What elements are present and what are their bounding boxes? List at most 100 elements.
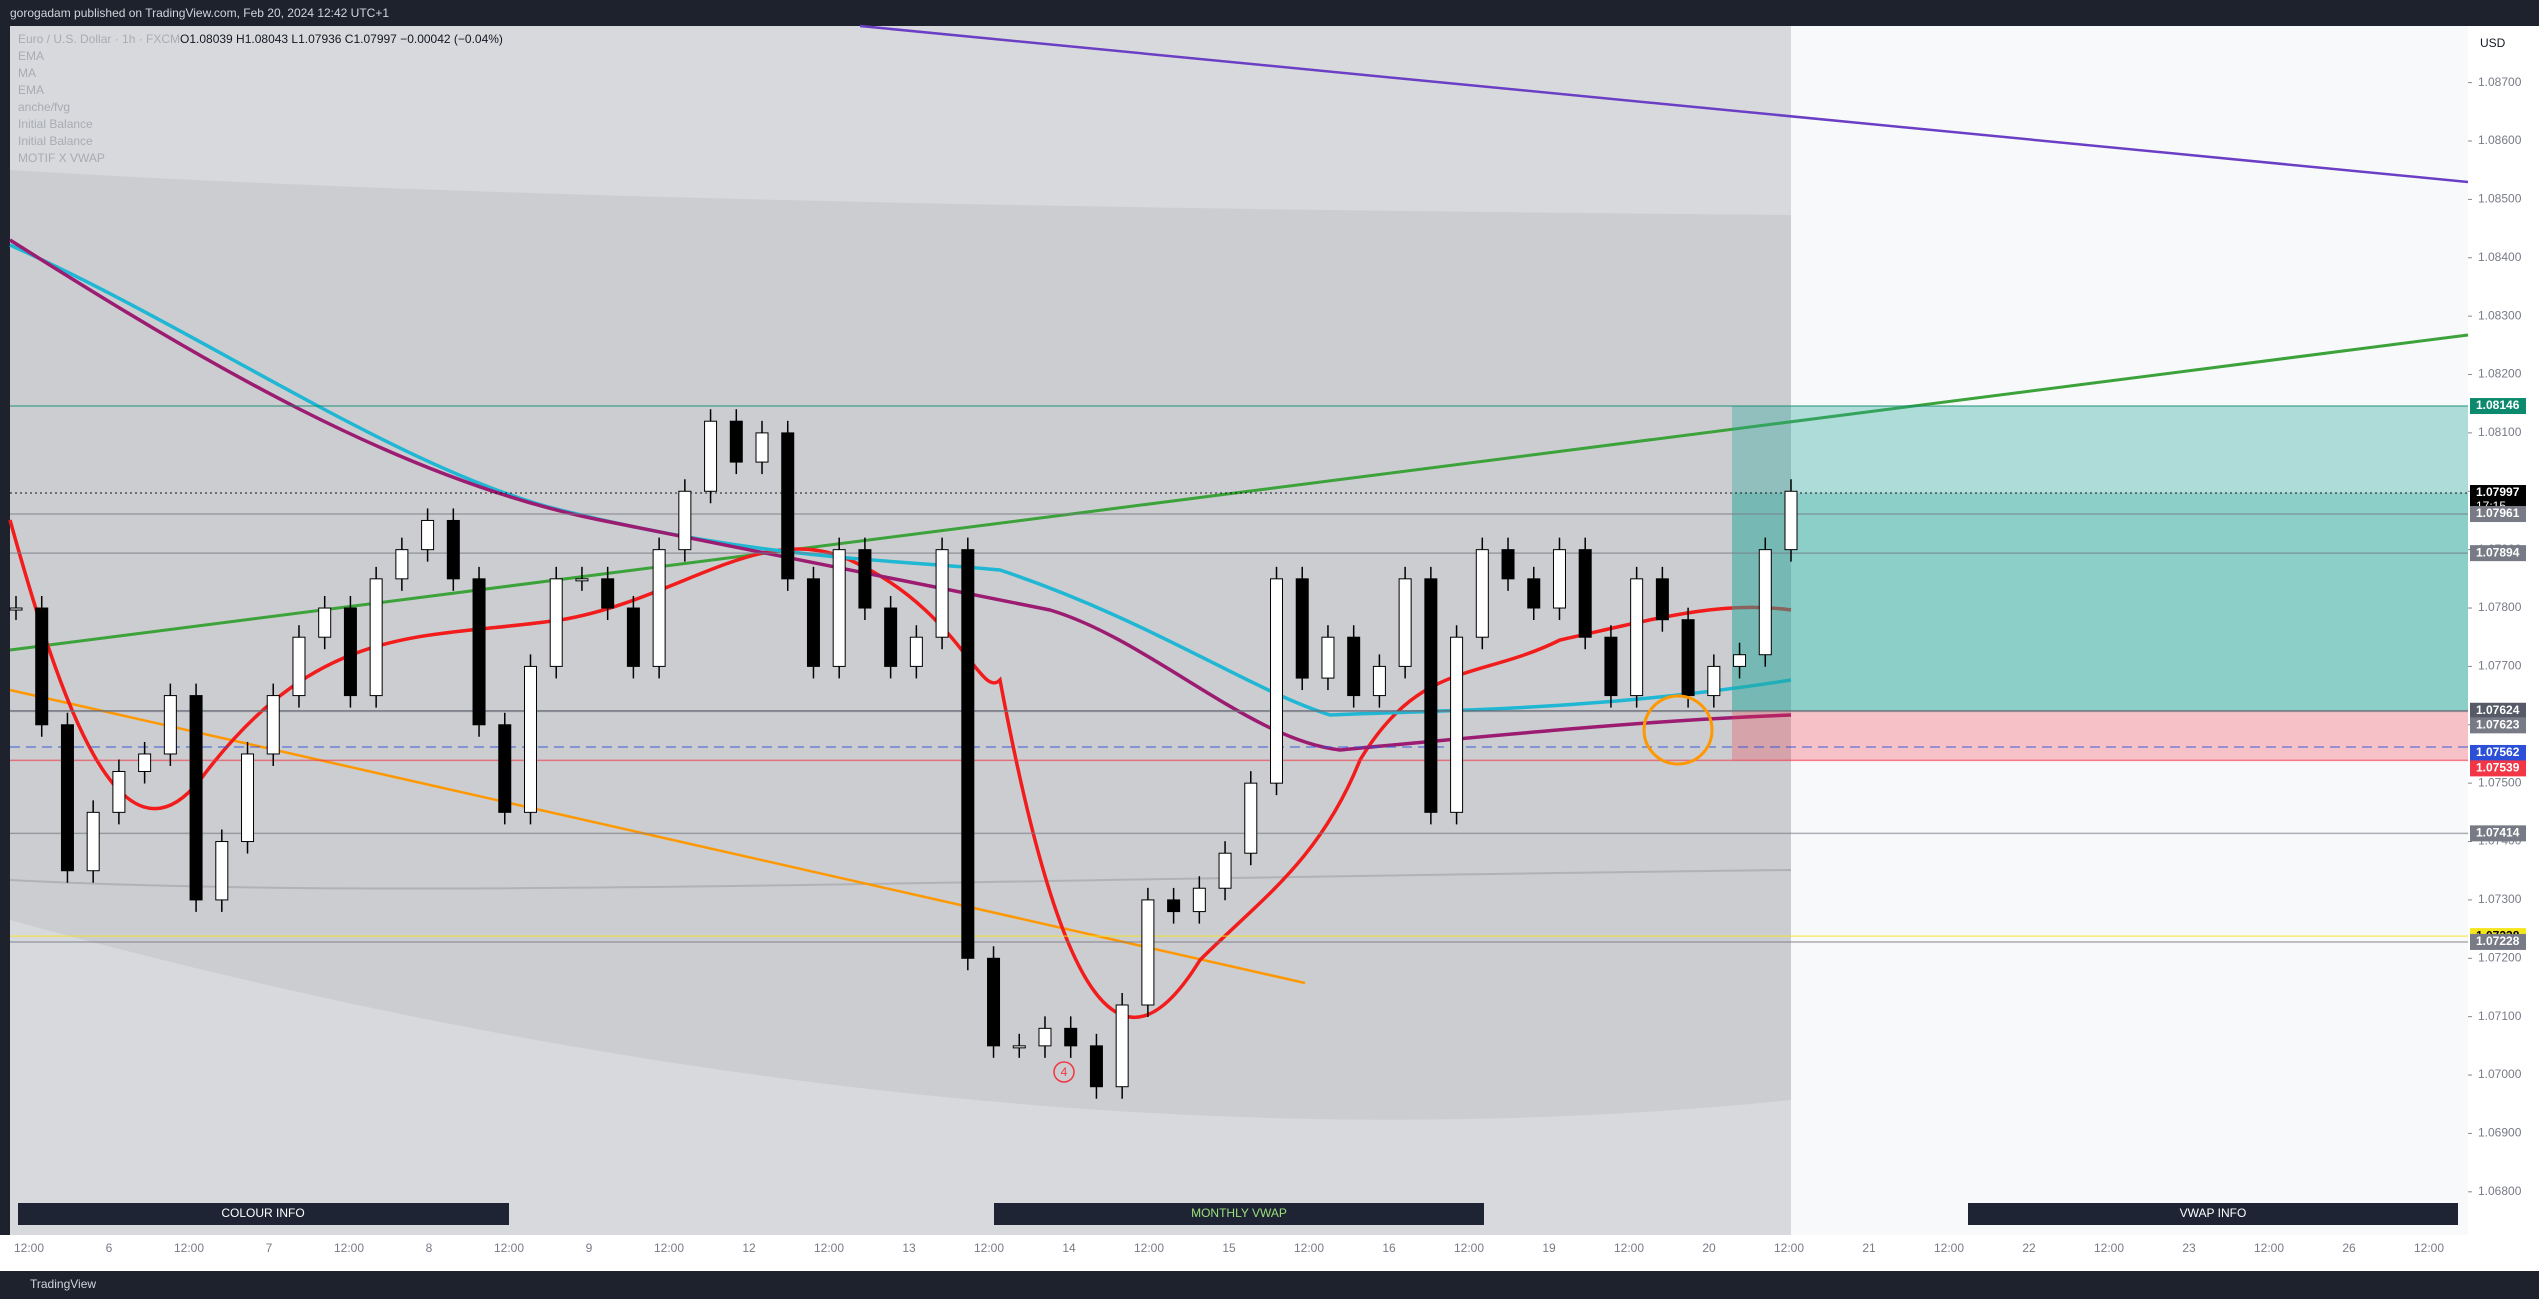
candle <box>1630 578 1644 697</box>
legend-indicator: anche/fvg <box>18 100 70 114</box>
x-tick-label: 14 <box>1062 1241 1076 1255</box>
candle <box>472 578 486 726</box>
x-tick-label: 16 <box>1382 1241 1396 1255</box>
candle <box>678 490 692 551</box>
price-label: 1.07623 <box>2476 718 2520 732</box>
candle <box>343 607 357 697</box>
candle <box>1064 1027 1078 1047</box>
legend-ohlc: O1.08039 H1.08043 L1.07936 C1.07997 −0.0… <box>180 32 503 46</box>
y-tick-label: 1.08700 <box>2478 75 2522 89</box>
candle <box>1141 899 1155 1006</box>
price-label-bg <box>2470 506 2526 523</box>
header-bar <box>0 0 2539 26</box>
trend-line <box>859 24 2469 184</box>
button[interactable]: VWAP INFO <box>2180 1206 2247 1220</box>
candle <box>961 549 975 959</box>
candle <box>138 753 152 772</box>
candle <box>292 636 306 697</box>
price-label-bg <box>2470 702 2526 719</box>
x-tick-label: 8 <box>426 1241 433 1255</box>
candle <box>858 549 872 609</box>
candle <box>241 753 255 843</box>
candle <box>1218 852 1232 889</box>
y-tick-label: 1.07200 <box>2478 950 2522 964</box>
x-tick-label: 12:00 <box>334 1241 364 1255</box>
x-tick-label: 12:00 <box>2094 1241 2124 1255</box>
x-tick-label: 12:00 <box>1614 1241 1644 1255</box>
candle <box>755 432 769 463</box>
candle <box>1192 887 1206 913</box>
candle <box>1038 1027 1052 1047</box>
price-label-bg <box>2470 825 2526 842</box>
candle <box>9 607 23 611</box>
y-tick-label: 1.06800 <box>2478 1184 2522 1198</box>
x-tick-label: 19 <box>1542 1241 1556 1255</box>
candle <box>626 607 640 667</box>
x-tick-label: 12:00 <box>2414 1241 2444 1255</box>
axis-unit: USD <box>2480 36 2506 50</box>
price-label-bg <box>2470 398 2526 415</box>
y-tick-label: 1.08400 <box>2478 250 2522 264</box>
candle <box>1450 636 1464 813</box>
candle <box>1527 578 1541 609</box>
candle <box>421 519 435 551</box>
y-tick-label: 1.08600 <box>2478 133 2522 147</box>
price-label: 1.07961 <box>2476 506 2520 520</box>
legend-indicator: MOTIF X VWAP <box>18 151 105 165</box>
candle <box>1398 578 1412 667</box>
legend-indicator: MA <box>18 66 36 80</box>
y-tick-label: 1.07700 <box>2478 659 2522 673</box>
price-axis <box>2468 26 2539 1235</box>
time-axis <box>0 1235 2539 1271</box>
y-tick-label: 1.07000 <box>2478 1067 2522 1081</box>
price-label-bg <box>2470 717 2526 734</box>
candle <box>781 432 795 580</box>
x-tick-label: 15 <box>1222 1241 1236 1255</box>
candle <box>1475 549 1489 638</box>
price-label-bg <box>2470 744 2526 761</box>
y-tick-label: 1.08300 <box>2478 308 2522 322</box>
price-label: 1.07228 <box>2476 934 2520 948</box>
candle <box>1758 549 1772 656</box>
candle <box>575 578 589 582</box>
legend-symbol: Euro / U.S. Dollar · 1h · FXCM <box>18 32 180 46</box>
vwap-band <box>10 170 1791 1120</box>
footer-brand: TradingView <box>30 1277 96 1291</box>
y-tick-label: 1.06900 <box>2478 1126 2522 1140</box>
ema-line <box>8 519 1792 1019</box>
legend-indicator: EMA <box>18 83 44 97</box>
x-tick-label: 26 <box>2342 1241 2356 1255</box>
candle <box>1681 619 1695 697</box>
candle <box>446 519 460 580</box>
price-label-bg <box>2470 760 2526 777</box>
button-bg[interactable] <box>994 1203 1484 1225</box>
price-label: 1.08146 <box>2476 398 2520 412</box>
button-bg[interactable] <box>1968 1203 2458 1225</box>
button-bg[interactable] <box>18 1203 509 1225</box>
candle <box>163 695 177 755</box>
x-tick-label: 23 <box>2182 1241 2196 1255</box>
trend-line <box>9 688 1306 985</box>
x-tick-label: 12:00 <box>974 1241 1004 1255</box>
candle <box>1655 578 1669 621</box>
candle <box>189 695 203 901</box>
legend: Euro / U.S. Dollar · 1h · FXCM O1.08039 H… <box>18 32 503 165</box>
button[interactable]: MONTHLY VWAP <box>1191 1206 1287 1220</box>
candle <box>369 578 383 697</box>
candle <box>523 665 537 813</box>
candle <box>1167 899 1181 913</box>
button[interactable]: COLOUR INFO <box>221 1206 304 1220</box>
trend-line <box>9 333 2469 652</box>
candle <box>86 811 100 872</box>
x-tick-label: 12:00 <box>1934 1241 1964 1255</box>
candle <box>1578 549 1592 638</box>
x-tick-label: 12 <box>742 1241 756 1255</box>
candle <box>1604 636 1618 697</box>
candle <box>1501 549 1515 580</box>
candle <box>1295 578 1309 679</box>
price-label: 1.07414 <box>2476 826 2520 840</box>
candle <box>498 724 512 813</box>
candle <box>1012 1045 1026 1049</box>
